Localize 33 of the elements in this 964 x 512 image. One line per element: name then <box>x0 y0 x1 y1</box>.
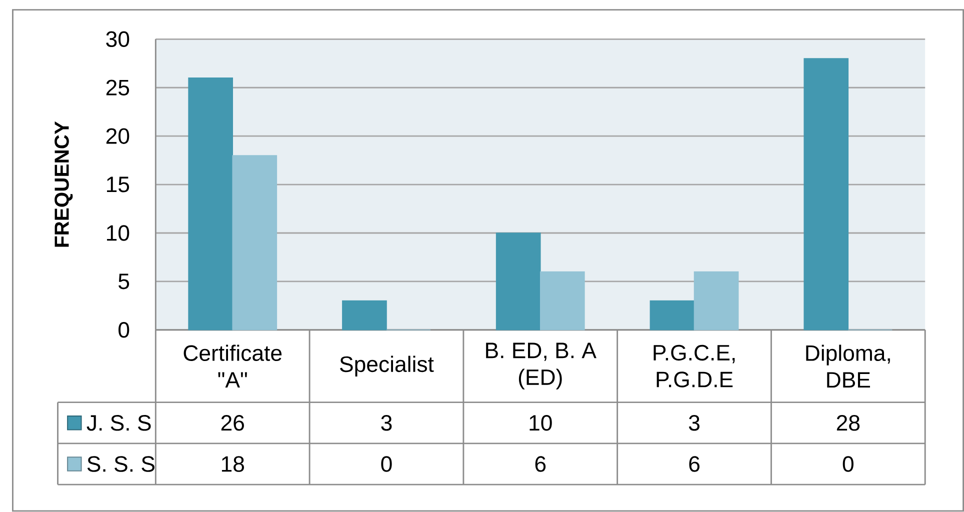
y-axis-title: FREQUENCY <box>54 122 73 247</box>
data-label: 3 <box>381 415 392 431</box>
y-tick-label: 30 <box>106 31 130 48</box>
data-label: 0 <box>381 456 392 472</box>
bar <box>232 155 278 330</box>
data-label: 6 <box>689 456 700 472</box>
bar <box>188 78 233 330</box>
x-tick-label: Certificate "A" <box>184 344 282 388</box>
data-label: 28 <box>836 415 860 431</box>
bar <box>694 272 739 330</box>
y-tick-label: 10 <box>107 225 130 241</box>
bar <box>540 272 585 330</box>
x-tick-label: Diploma, DBE <box>806 344 890 388</box>
y-tick-label: 5 <box>118 274 130 290</box>
legend-label: J. S. S <box>86 415 151 431</box>
y-tick-label: 25 <box>106 80 130 96</box>
bar <box>342 300 387 330</box>
data-label: 6 <box>535 456 546 472</box>
y-tick-label: 0 <box>118 322 130 338</box>
bar <box>650 300 695 330</box>
legend-label: S. S. S <box>87 456 154 472</box>
data-label: 18 <box>222 456 244 472</box>
bar <box>804 58 849 330</box>
x-tick-label: P.G.C.E, P.G.D.E <box>654 345 735 388</box>
y-tick-label: 20 <box>106 128 130 144</box>
data-label: 0 <box>842 456 854 472</box>
y-tick-label: 15 <box>107 176 130 192</box>
x-tick-label: B. ED, B. A (ED) <box>486 342 596 390</box>
data-label: 10 <box>530 415 552 431</box>
bar <box>496 232 541 330</box>
data-label: 26 <box>221 415 244 431</box>
x-tick-label: Specialist <box>340 356 434 377</box>
data-label: 3 <box>688 415 700 431</box>
